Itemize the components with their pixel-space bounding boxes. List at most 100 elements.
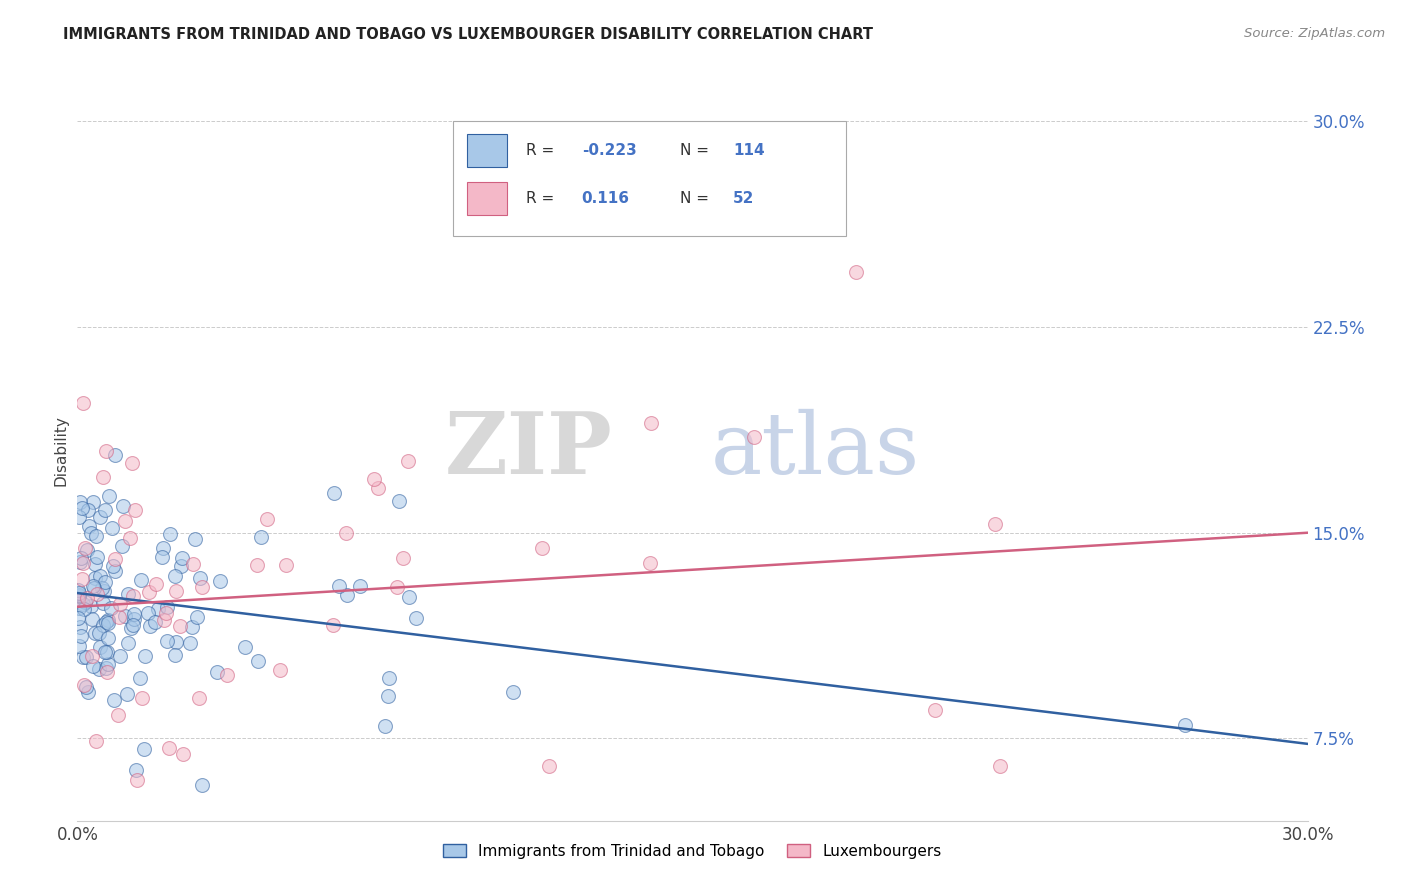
Point <box>155 600 177 615</box>
Point <box>117 587 139 601</box>
Text: N =: N = <box>681 191 714 206</box>
Point <box>67 588 90 602</box>
Point <box>73 602 96 616</box>
Point <box>77 503 100 517</box>
Point <box>138 585 160 599</box>
Point <box>398 591 420 605</box>
Point <box>131 690 153 705</box>
Point <box>76 542 98 557</box>
Point <box>80 599 103 613</box>
Text: atlas: atlas <box>711 409 920 492</box>
Text: ZIP: ZIP <box>444 409 613 492</box>
Point <box>72 556 94 570</box>
Text: IMMIGRANTS FROM TRINIDAD AND TOBAGO VS LUXEMBOURGER DISABILITY CORRELATION CHART: IMMIGRANTS FROM TRINIDAD AND TOBAGO VS L… <box>63 27 873 42</box>
Point <box>188 571 211 585</box>
Point <box>104 552 127 566</box>
Point <box>114 608 136 623</box>
Point <box>378 671 401 685</box>
Point <box>274 558 297 572</box>
Y-axis label: Disability: Disability <box>53 415 69 486</box>
Point <box>152 541 174 555</box>
Point <box>165 584 187 599</box>
Text: R =: R = <box>526 191 560 206</box>
Point <box>153 613 176 627</box>
Point <box>172 747 194 762</box>
Point <box>165 635 187 649</box>
Point <box>84 529 107 543</box>
Point <box>349 579 371 593</box>
Point <box>96 661 118 675</box>
Point <box>111 539 134 553</box>
Point <box>86 587 108 601</box>
Text: 114: 114 <box>733 143 765 158</box>
Point <box>73 678 96 692</box>
Point <box>96 615 118 629</box>
Point <box>322 618 344 632</box>
Point <box>367 481 389 495</box>
Point <box>117 635 139 649</box>
Point <box>145 577 167 591</box>
Point <box>157 740 180 755</box>
Point <box>77 519 100 533</box>
Bar <box>467 134 506 168</box>
Point <box>94 503 117 517</box>
Point <box>82 612 104 626</box>
Point <box>80 526 103 541</box>
Point <box>640 416 662 430</box>
Point <box>66 582 89 597</box>
Point <box>82 494 104 508</box>
Point <box>72 598 94 612</box>
Point <box>72 396 94 410</box>
Point <box>845 265 868 279</box>
Point <box>73 595 96 609</box>
Point <box>70 629 93 643</box>
Point <box>233 640 256 654</box>
Point <box>125 764 148 778</box>
Point <box>87 625 110 640</box>
Point <box>84 734 107 748</box>
Point <box>150 550 173 565</box>
Point <box>75 649 97 664</box>
Point <box>269 664 291 678</box>
Point <box>328 579 350 593</box>
Point <box>392 550 415 565</box>
Point <box>134 648 156 663</box>
Point <box>107 708 129 723</box>
Point <box>84 571 107 585</box>
Point <box>396 454 419 468</box>
Point <box>96 645 118 659</box>
Point <box>124 502 146 516</box>
Point <box>91 596 114 610</box>
Point <box>128 671 150 685</box>
Point <box>67 509 90 524</box>
Point <box>387 581 409 595</box>
Point <box>67 590 90 604</box>
Point <box>114 514 136 528</box>
Point <box>530 541 553 555</box>
Point <box>924 703 946 717</box>
Point <box>163 569 186 583</box>
Point <box>67 601 90 615</box>
Point <box>89 569 111 583</box>
Point <box>322 485 344 500</box>
Text: R =: R = <box>526 143 560 158</box>
Point <box>86 550 108 565</box>
Point <box>70 551 93 566</box>
Point <box>191 580 214 594</box>
Point <box>246 558 269 573</box>
Point <box>988 759 1011 773</box>
Point <box>179 636 201 650</box>
Point <box>94 645 117 659</box>
Text: -0.223: -0.223 <box>582 143 637 158</box>
Point <box>121 457 143 471</box>
Point <box>75 541 97 555</box>
Point <box>336 588 359 602</box>
Point <box>256 512 278 526</box>
Point <box>205 665 228 680</box>
Point <box>69 495 91 509</box>
Point <box>502 684 524 698</box>
Point <box>72 572 94 586</box>
Point <box>122 590 145 604</box>
Point <box>83 557 105 571</box>
Bar <box>467 182 506 215</box>
